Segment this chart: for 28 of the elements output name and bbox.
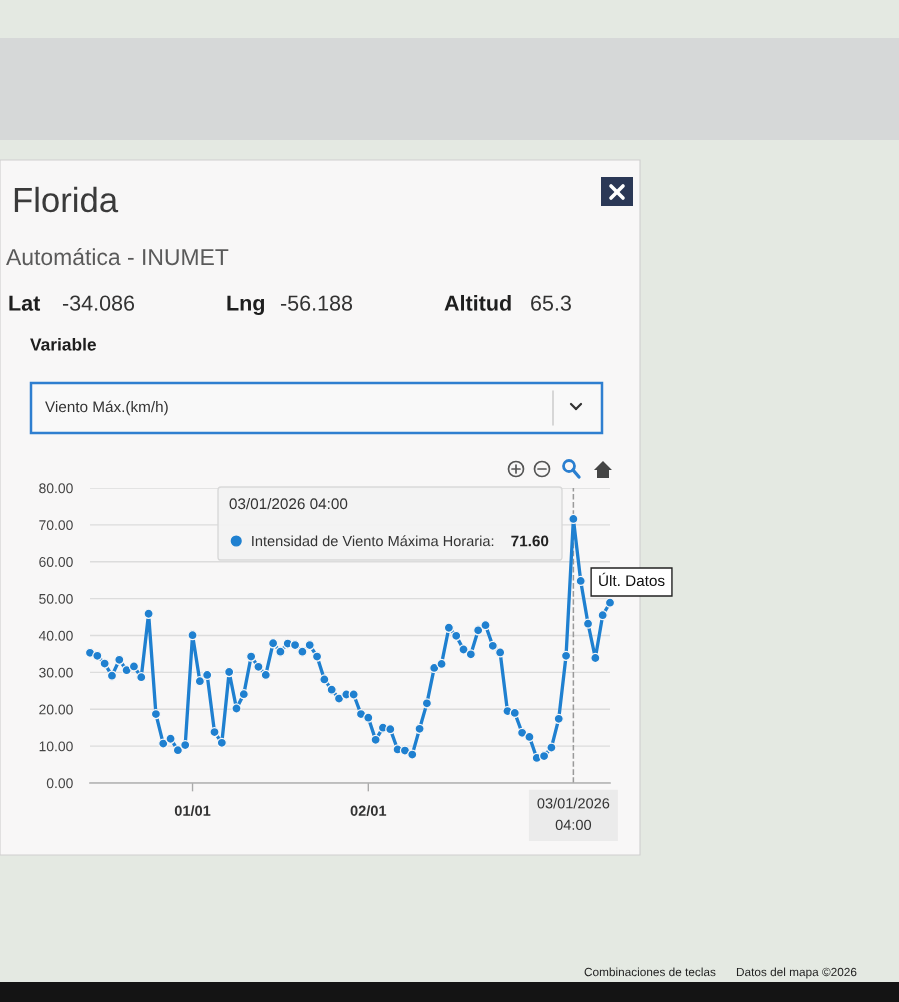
text: -34.086 [62,295,135,311]
ref-line-label: 03/01/2026 04:00 [537,797,610,830]
text: Lat [9,295,41,311]
chart-title: Florida [14,186,119,213]
text: Altitud [444,294,511,311]
x-tick-label: 01/01 [174,805,211,817]
y-tick-label: 30.00 [39,667,73,678]
text: Viento Máx.(km/h) [45,400,168,416]
legend-label: Intensidad de Viento Máxima Horaria: [252,535,494,547]
y-tick-label: 80.00 [39,483,73,494]
y-tick-label: 0.00 [46,778,73,789]
text: Variable [30,337,97,351]
annotation: Últ. Datos [599,572,665,587]
text: Datos del mapa ©2026 [736,967,857,979]
x-tick-label: 02/01 [350,805,387,817]
text: Combinaciones de teclas [584,967,716,977]
text: -56.188 [280,295,353,311]
y-tick-label: 10.00 [39,741,73,752]
y-tick-label: 20.00 [39,704,73,715]
data-label: 71.60 [511,535,549,547]
y-tick-label: 40.00 [38,630,73,641]
legend-title: 03/01/2026 04:00 [229,497,348,510]
y-tick-label: 70.00 [39,520,73,531]
y-tick-label: 60.00 [39,557,73,567]
y-tick-label: 50.00 [39,593,73,604]
chart-subtitle: Automática - INUMET [6,248,229,266]
text: 65.3 [531,295,571,311]
text: Lng [227,295,265,316]
